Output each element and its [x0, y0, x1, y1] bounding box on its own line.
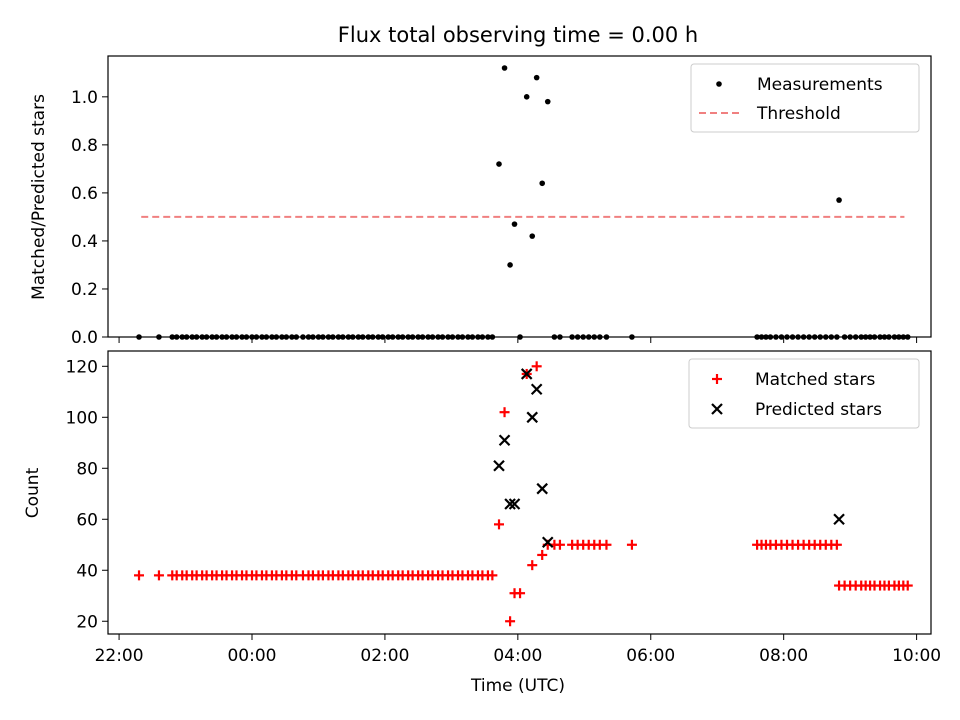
- bottom-legend: Matched stars Predicted stars: [688, 358, 920, 429]
- predicted-star-point: [833, 513, 845, 526]
- bottom-legend-box: [688, 358, 920, 429]
- matched-star-point: [494, 519, 505, 530]
- measurement-point: [511, 221, 518, 227]
- bottom-y-tick-label: 40: [76, 561, 98, 581]
- predicted-star-point: [530, 383, 543, 396]
- measurement-point: [539, 180, 546, 187]
- matched-star-point: [554, 539, 565, 550]
- measurement-point: [523, 94, 530, 100]
- matched-star-point: [527, 560, 538, 571]
- legend-predicted-marker: [711, 403, 723, 415]
- matched-star-point: [626, 539, 637, 550]
- bottom-x-axis: 22:00 00:00 02:00 04:00 06:00 08:00 10:00: [95, 634, 941, 666]
- top-y-tick-label: 0.8: [71, 136, 98, 156]
- predicted-star-point: [520, 368, 533, 380]
- top-y-tick-label: 1.0: [71, 88, 98, 108]
- bottom-y-axis-label: Count: [23, 467, 43, 518]
- measurement-point: [501, 65, 508, 71]
- matched-star-point: [902, 580, 913, 591]
- top-y-tick-label: 0.0: [71, 328, 98, 348]
- bottom-y-tick-label: 80: [76, 459, 98, 479]
- predicted-star-point: [493, 459, 505, 472]
- matched-star-point: [499, 407, 510, 418]
- predicted-star-point: [536, 482, 548, 495]
- bottom-y-axis: 20 40 60 80 100 120: [66, 357, 108, 632]
- bottom-x-tick-label: 04:00: [493, 646, 542, 666]
- top-legend-box: [690, 63, 920, 133]
- legend-threshold-label: Threshold: [756, 104, 841, 124]
- top-y-axis: 0.0 0.2 0.4 0.6 0.8 1.0: [71, 88, 108, 348]
- legend-matched-marker: [712, 374, 722, 384]
- bottom-plot-frame: [107, 350, 932, 635]
- legend-matched-label: Matched stars: [755, 370, 875, 390]
- measurement-point: [836, 197, 842, 203]
- bottom-y-tick-label: 100: [66, 408, 98, 428]
- matched-star-point: [537, 549, 548, 560]
- top-plot-frame: [107, 55, 932, 338]
- bottom-x-tick-label: 08:00: [759, 646, 808, 666]
- matched-star-point: [531, 361, 542, 372]
- x-axis-label: Time (UTC): [470, 676, 565, 696]
- bottom-y-tick-label: 120: [66, 357, 98, 377]
- bottom-x-tick-label: 02:00: [360, 646, 409, 666]
- predicted-star-point: [498, 434, 511, 447]
- top-x-axis: [118, 337, 918, 343]
- matched-star-point: [505, 616, 516, 627]
- bottom-y-tick-label: 60: [76, 510, 98, 530]
- matched-star-point: [515, 588, 526, 599]
- predicted-star-point: [504, 498, 516, 510]
- measurement-point: [507, 262, 513, 268]
- matched-star-point: [153, 570, 164, 581]
- measurement-point: [529, 233, 536, 239]
- bottom-x-tick-label: 00:00: [227, 646, 276, 666]
- measurement-point: [544, 98, 551, 105]
- measurement-point: [496, 161, 502, 167]
- matched-star-point: [487, 570, 498, 581]
- top-y-tick-label: 0.6: [71, 184, 98, 204]
- top-y-tick-label: 0.2: [71, 280, 98, 300]
- matched-star-point: [601, 539, 612, 550]
- predicted-star-point: [526, 411, 539, 424]
- count-points: [134, 361, 913, 627]
- predicted-star-point: [541, 536, 554, 548]
- bottom-x-tick-label: 10:00: [892, 646, 941, 666]
- matched-star-point: [134, 570, 145, 581]
- top-legend: Measurements Threshold: [690, 63, 920, 133]
- figure-title: Flux total observing time = 0.00 h: [338, 23, 698, 47]
- top-y-axis-label: Matched/Predicted stars: [29, 94, 49, 300]
- top-y-tick-label: 0.4: [71, 232, 98, 252]
- matched-star-point: [831, 539, 842, 550]
- predicted-star-point: [508, 498, 521, 510]
- bottom-x-tick-label: 06:00: [626, 646, 675, 666]
- top-panel: 0.0 0.2 0.4 0.6 0.8 1.0 Matched/Predicted sta…: [29, 55, 932, 348]
- bottom-y-tick-label: 20: [76, 612, 98, 632]
- bottom-panel: 20 40 60 80 100 120 22:00 00:00 02:00 04:00 06:00…: [23, 350, 941, 696]
- measurement-point: [533, 74, 540, 81]
- legend-measurements-marker: [716, 81, 722, 87]
- legend-predicted-label: Predicted stars: [755, 400, 882, 420]
- bottom-x-tick-label: 22:00: [95, 646, 144, 666]
- legend-measurements-label: Measurements: [757, 75, 883, 95]
